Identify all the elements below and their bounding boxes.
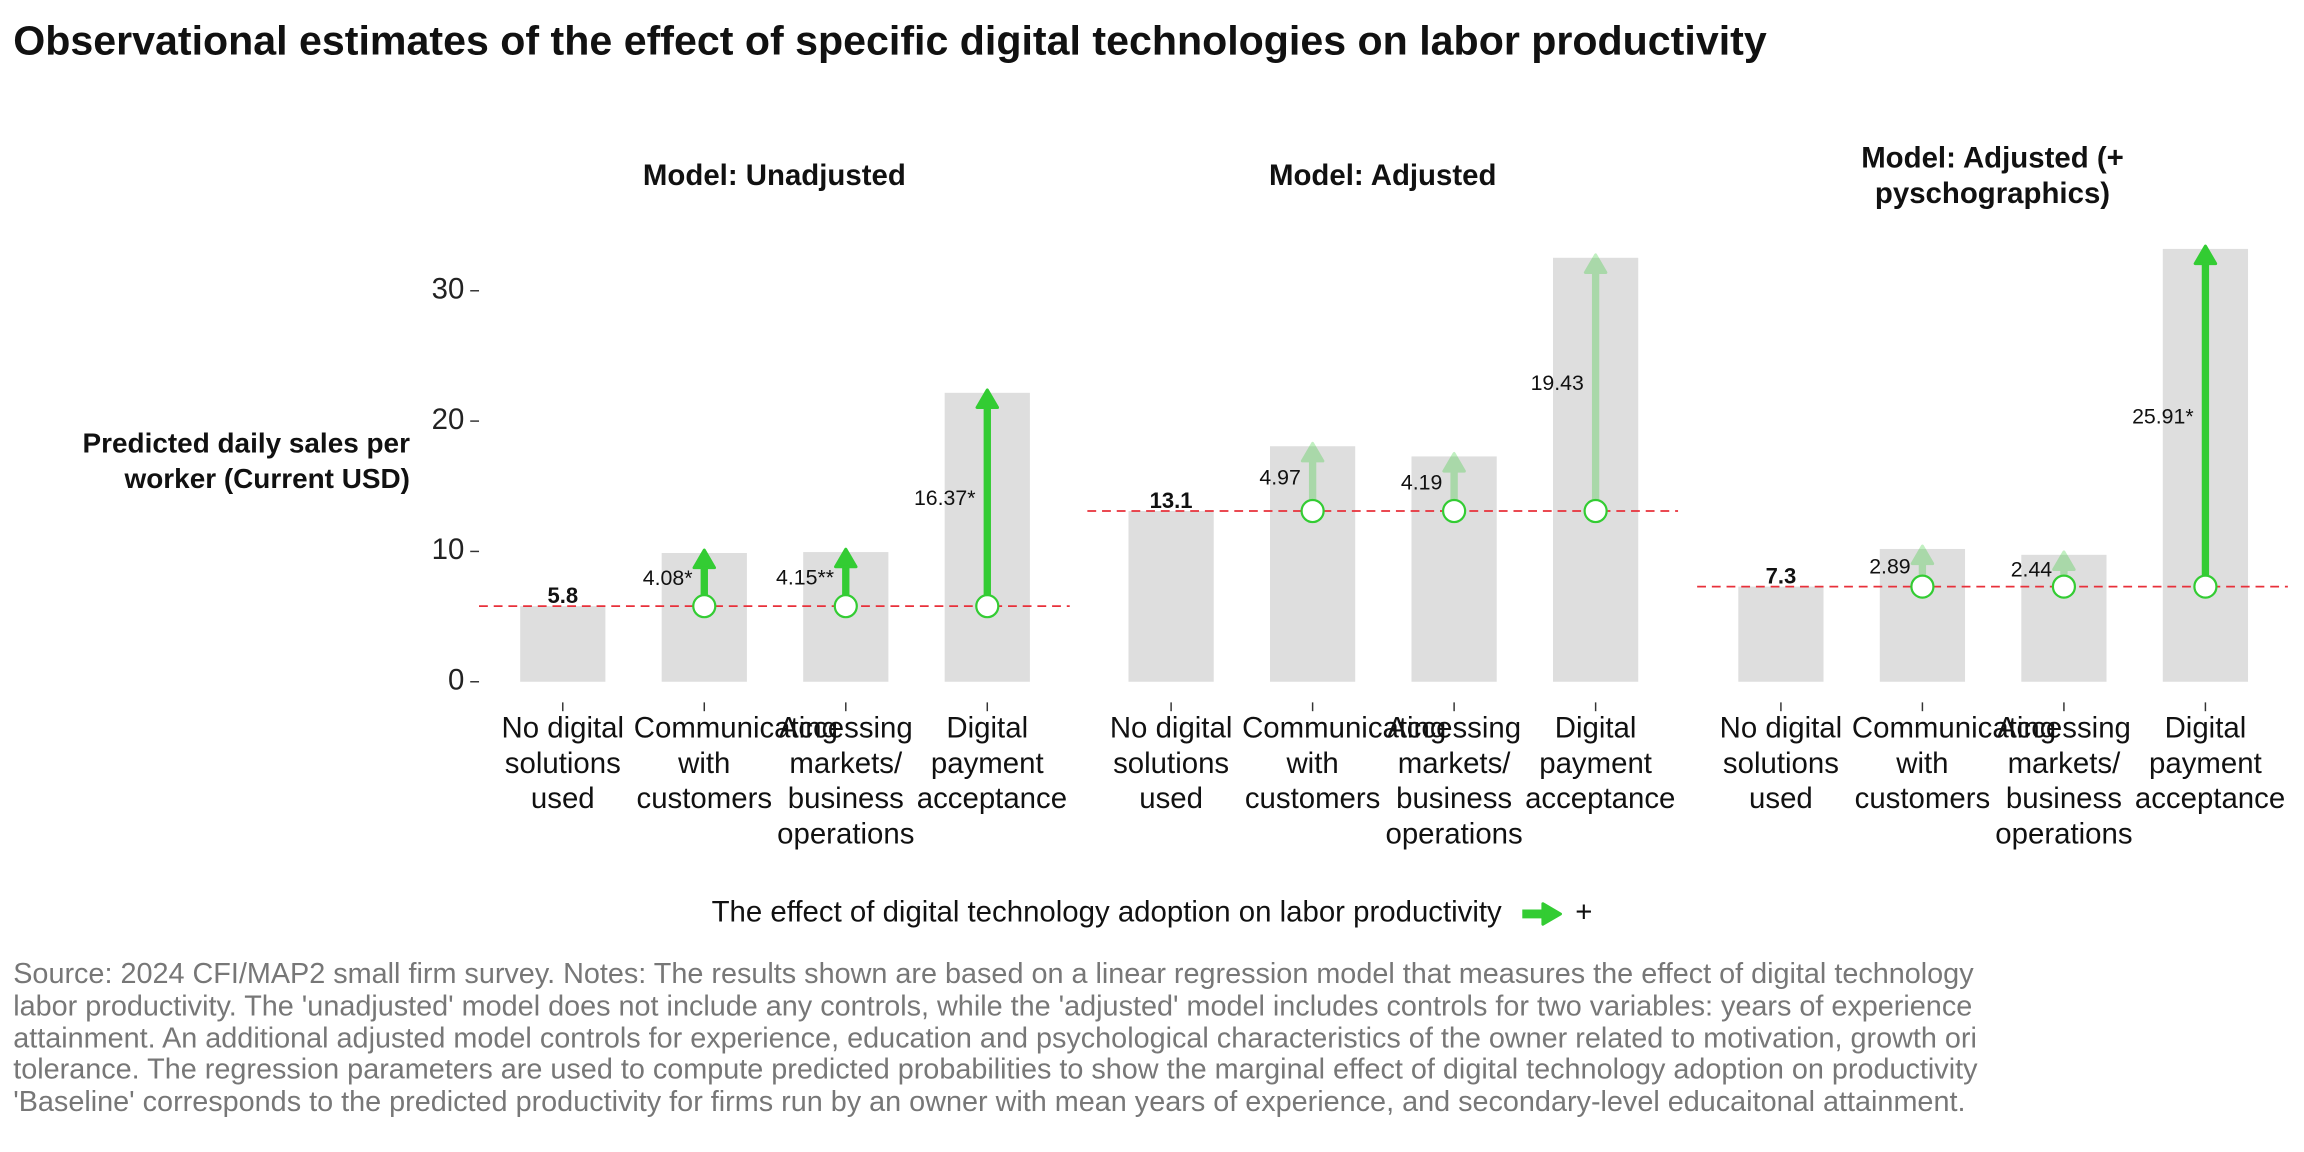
value-label: 4.97 [1259, 465, 1300, 489]
x-tick-label: Accessing markets/ business operations [1995, 712, 2133, 851]
value-label: 4.08* [643, 566, 693, 590]
value-label: 19.43 [1531, 371, 1584, 395]
legend-title: The effect of digital technology adoptio… [711, 896, 1502, 929]
facet-title: Model: Unadjusted [642, 160, 906, 193]
facet-title: Model: Adjusted [1268, 160, 1497, 193]
x-tick-label: Digital payment acceptance [1525, 712, 1676, 816]
source-line: attainment. An additional adjusted model… [13, 1022, 1977, 1055]
source-line: Source: 2024 CFI/MAP2 small firm survey.… [13, 958, 1974, 991]
effect-arrow [975, 388, 1000, 607]
legend: The effect of digital technology adoptio… [0, 896, 2304, 930]
y-tick-label: 10 [432, 533, 465, 566]
source-line: tolerance. The regression parameters are… [13, 1054, 1978, 1087]
baseline-point [1441, 498, 1467, 524]
arrow-head [1910, 544, 1935, 566]
baseline-point [1910, 574, 1935, 599]
baseline-point [1300, 498, 1325, 524]
arrow-head [2052, 550, 2076, 571]
value-label: 2.44 [2011, 557, 2053, 581]
arrow-head [975, 388, 1000, 409]
x-tick-label: Accessing markets/ business operations [1385, 712, 1523, 851]
arrow-head [1300, 441, 1325, 463]
bar [1738, 586, 1824, 682]
value-label: 25.91* [2132, 404, 2194, 428]
baseline-point [692, 594, 717, 619]
bar [1879, 548, 1966, 682]
source-line: labor productivity. The 'unadjusted' mod… [13, 990, 1973, 1023]
baseline-point [975, 594, 1000, 619]
y-tick-label: 0 [448, 664, 464, 697]
x-tick-label: Communicating with customers [633, 712, 838, 816]
baseline-point [2193, 574, 2218, 599]
x-tick-label: No digital solutions used [501, 712, 625, 816]
legend-key [1522, 901, 1563, 926]
value-label: 16.37* [914, 486, 976, 510]
value-label: 4.19 [1401, 470, 1442, 494]
baseline-point [833, 594, 858, 619]
x-tick-label: Digital payment acceptance [2134, 712, 2286, 816]
y-tick-label: 30 [432, 273, 465, 306]
arrow-head [1583, 253, 1608, 274]
bar [520, 606, 606, 682]
arrow-head [692, 548, 717, 570]
value-label: 4.15** [776, 566, 834, 590]
value-label: 5.8 [547, 583, 578, 608]
effect-arrow [2193, 244, 2218, 587]
value-label: 13.1 [1150, 488, 1193, 513]
legend-label: + [1575, 896, 1593, 929]
x-tick-label: Communicating with customers [1851, 712, 2057, 816]
bar [1270, 446, 1356, 682]
baseline-point [2051, 574, 2077, 599]
effect-arrow [1583, 253, 1608, 512]
baseline-point [1583, 498, 1608, 524]
title: Observational estimates of the effect of… [13, 17, 1767, 64]
bar [1553, 257, 1639, 682]
value-label: 7.3 [1766, 564, 1797, 589]
value-label: 2.89 [1869, 554, 1910, 578]
x-tick-label: Accessing markets/ business operations [777, 712, 915, 851]
x-tick-label: Communicating with customers [1242, 712, 1447, 816]
source-line: 'Baseline' corresponds to the predicted … [13, 1086, 1966, 1119]
arrow-head [1442, 452, 1466, 473]
legend-arrow-head [1541, 901, 1563, 926]
arrow-head [2193, 244, 2218, 266]
bar [1411, 456, 1497, 682]
bar [1128, 511, 1214, 682]
y-tick-label: 20 [432, 403, 465, 436]
arrow-head [834, 547, 858, 569]
x-tick-label: No digital solutions used [1719, 712, 1843, 816]
facet-title: Model: Adjusted (+ pyschographics) [1861, 142, 2124, 211]
x-tick-label: No digital solutions used [1109, 712, 1233, 816]
x-tick-label: Digital payment acceptance [916, 712, 1068, 816]
y-axis-label: Predicted daily sales per worker (Curren… [82, 429, 410, 496]
